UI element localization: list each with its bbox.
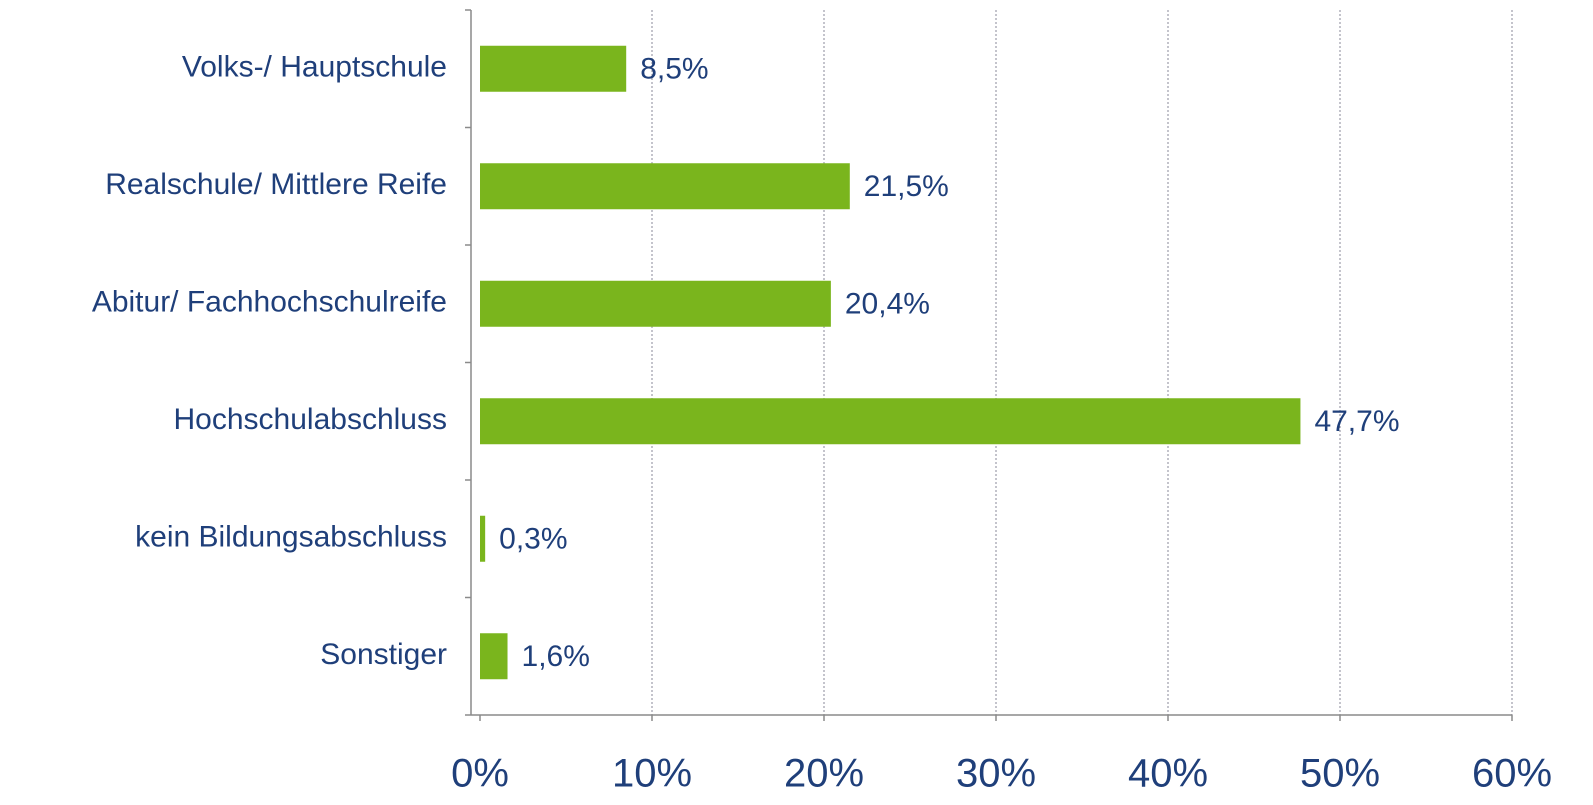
bar	[480, 398, 1301, 445]
y-tick-label: Hochschulabschluss	[174, 403, 447, 436]
y-tick-label: Realschule/ Mittlere Reife	[105, 168, 447, 201]
value-label: 0,3%	[499, 523, 567, 556]
value-label: 21,5%	[864, 170, 949, 203]
x-tick-label: 40%	[1128, 752, 1208, 796]
bar	[480, 280, 831, 327]
y-tick-label: Volks-/ Hauptschule	[182, 51, 447, 84]
x-tick-label: 60%	[1472, 752, 1552, 796]
x-tick-label: 20%	[784, 752, 864, 796]
bar	[480, 515, 486, 562]
x-tick-label: 0%	[451, 752, 509, 796]
bar	[480, 163, 850, 210]
bar	[480, 45, 627, 92]
x-tick-label: 30%	[956, 752, 1036, 796]
value-label: 20,4%	[845, 288, 930, 321]
x-tick-label: 10%	[612, 752, 692, 796]
value-label: 8,5%	[640, 53, 708, 86]
x-tick-label: 50%	[1300, 752, 1380, 796]
value-label: 1,6%	[522, 640, 590, 673]
bar	[480, 633, 508, 680]
value-label: 47,7%	[1314, 405, 1399, 438]
y-tick-label: Sonstiger	[320, 638, 447, 671]
y-tick-label: Abitur/ Fachhochschulreife	[92, 286, 447, 319]
y-tick-label: kein Bildungsabschluss	[135, 521, 447, 554]
